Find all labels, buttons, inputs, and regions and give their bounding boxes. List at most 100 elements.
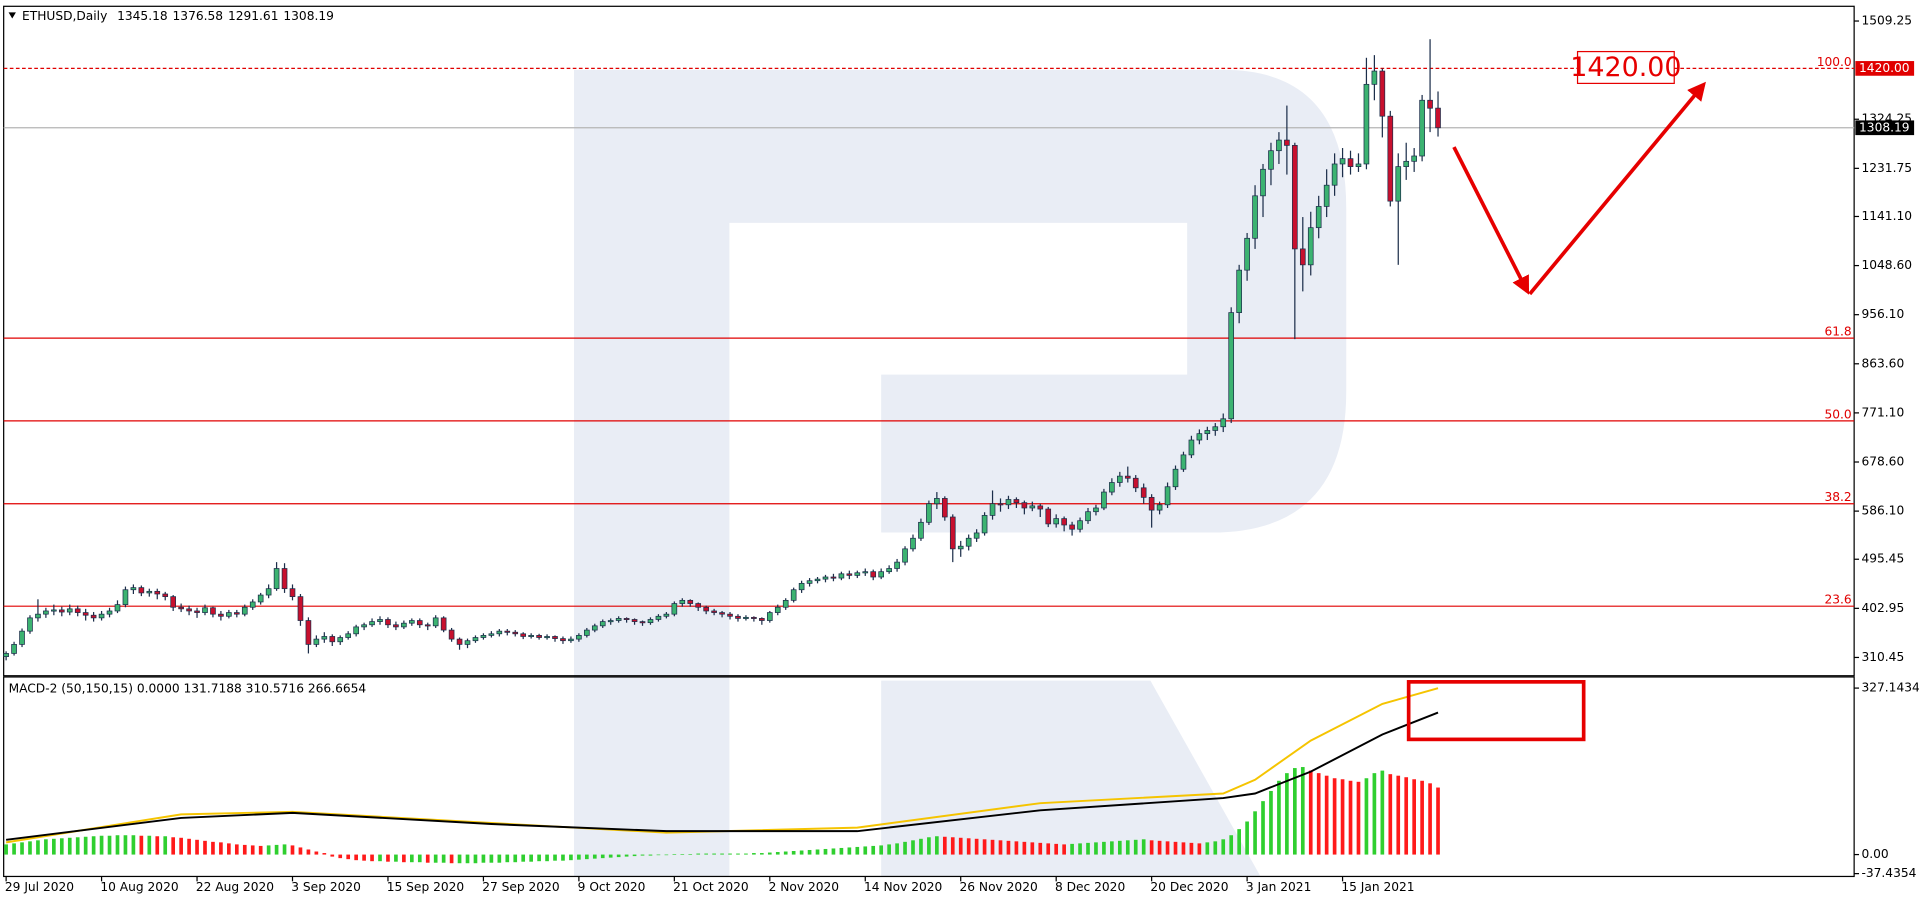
candle-body — [1379, 70, 1386, 117]
histogram-bar — [1173, 841, 1178, 855]
histogram-bar — [489, 854, 494, 863]
x-tick-label: 8 Dec 2020 — [1055, 880, 1125, 894]
candle-body — [1212, 426, 1219, 431]
low-value: 1291.61 — [228, 9, 279, 23]
candle-body — [639, 621, 646, 624]
y-tick-label: 1048.60 — [1861, 258, 1912, 272]
histogram-bar — [648, 854, 653, 856]
symbol-menu[interactable] — [8, 12, 16, 19]
candle-body — [440, 617, 447, 631]
histogram-bar — [449, 854, 454, 864]
candle-body — [43, 610, 49, 615]
histogram-bar — [752, 853, 756, 855]
candle-body — [719, 612, 725, 615]
histogram-bar — [680, 854, 685, 855]
candle-body — [1236, 269, 1242, 313]
candle-body — [878, 571, 884, 578]
y-tick-label: 1509.25 — [1861, 14, 1912, 28]
candle-body — [178, 606, 184, 610]
candle-body — [241, 606, 248, 615]
fib-label: 23.6 — [1824, 593, 1851, 607]
histogram-bar — [107, 835, 112, 855]
candle-body — [297, 596, 304, 621]
candle-body — [35, 613, 41, 619]
histogram-bar — [123, 835, 128, 855]
histogram-bar — [815, 849, 820, 855]
histogram-bar — [1420, 780, 1424, 855]
candle-body — [273, 568, 280, 590]
histogram-bar — [1356, 781, 1361, 855]
candle-body — [106, 610, 113, 615]
histogram-bar — [91, 836, 96, 855]
histogram-bar — [20, 842, 24, 855]
candle-body — [480, 635, 487, 638]
histogram-bar — [919, 838, 923, 855]
histogram-bar — [441, 854, 446, 863]
candle-body — [1284, 139, 1290, 146]
histogram-bar — [1277, 780, 1281, 855]
candle-body — [1124, 475, 1131, 479]
candle-body — [385, 619, 391, 626]
candle-body — [1252, 195, 1258, 239]
histogram-bar — [927, 837, 931, 855]
candle-body — [1053, 518, 1059, 525]
histogram-bar — [545, 854, 549, 862]
histogram-bar — [592, 854, 597, 859]
candle-body — [1101, 491, 1107, 509]
candle-body — [1268, 150, 1274, 170]
candle-body — [98, 613, 105, 619]
histogram-bar — [712, 853, 716, 855]
candle-body — [51, 609, 57, 612]
y-tick-label: 863.60 — [1861, 356, 1904, 370]
histogram-bar — [998, 840, 1003, 855]
candle-body — [735, 615, 741, 619]
candle-body — [27, 617, 33, 632]
histogram-bar — [1133, 839, 1138, 855]
histogram-bar — [1372, 773, 1377, 855]
histogram-bar — [911, 840, 915, 855]
candle-body — [1164, 486, 1171, 506]
histogram-bar — [1046, 843, 1051, 855]
histogram-bar — [131, 835, 136, 855]
candle-body — [520, 633, 527, 637]
price-tag-label: 1420.00 — [1859, 61, 1910, 75]
candle-body — [584, 629, 590, 636]
histogram-bar — [990, 839, 995, 855]
candle-body — [114, 604, 121, 612]
histogram-bar — [83, 836, 88, 855]
histogram-bar — [1404, 777, 1409, 855]
candle-body — [281, 568, 288, 590]
histogram-bar — [242, 844, 247, 855]
x-tick-label: 3 Jan 2021 — [1246, 880, 1311, 894]
candle-body — [472, 637, 479, 642]
histogram-bar — [67, 837, 72, 855]
histogram-bar — [1340, 779, 1345, 855]
candle-body — [401, 622, 407, 628]
candle-body — [806, 580, 813, 584]
histogram-bar — [831, 848, 836, 855]
candle-body — [1228, 312, 1235, 420]
candle-body — [218, 613, 224, 617]
histogram-bar — [362, 854, 366, 861]
candle-body — [226, 612, 232, 617]
candle-body — [1132, 477, 1139, 489]
annotation: 1420.00 — [1570, 52, 1681, 83]
candle-body — [1204, 430, 1211, 435]
candle-body — [552, 636, 558, 639]
histogram-bar — [1364, 778, 1369, 855]
histogram-bar — [465, 854, 470, 864]
histogram-bar — [1285, 773, 1289, 855]
fib-label: 61.8 — [1824, 324, 1851, 338]
fib-label: 100.0 — [1817, 55, 1852, 69]
x-tick-label: 15 Sep 2020 — [387, 880, 464, 894]
histogram-bar — [497, 854, 502, 863]
histogram-bar — [513, 854, 518, 863]
candle-body — [623, 618, 630, 620]
y-tick-label: 956.10 — [1861, 307, 1904, 321]
histogram-bar — [1412, 779, 1416, 855]
candle-body — [1093, 507, 1099, 513]
histogram-bar — [402, 854, 406, 863]
candle-body — [1109, 482, 1115, 493]
histogram-bar — [1149, 840, 1154, 855]
